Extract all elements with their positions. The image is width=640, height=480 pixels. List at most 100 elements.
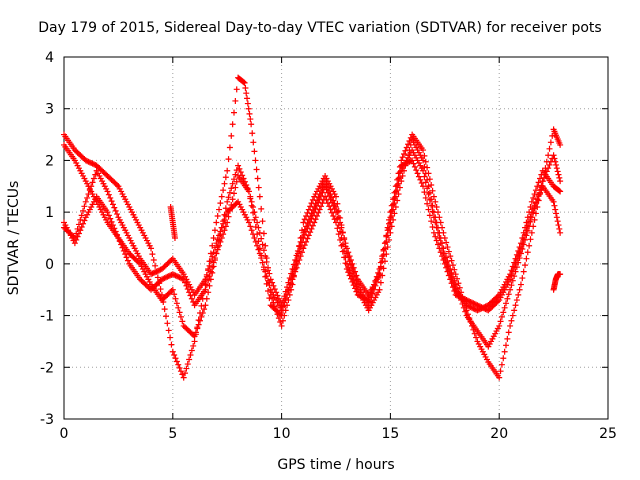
data-point: [297, 253, 304, 260]
data-point: [520, 236, 527, 243]
data-point: [498, 361, 505, 368]
data-point: [247, 193, 254, 200]
data-point: [235, 162, 242, 169]
data-point: [379, 253, 386, 260]
data-point: [392, 193, 399, 200]
data-point: [226, 189, 233, 196]
plot-frame: [63, 56, 609, 420]
data-point: [250, 209, 257, 216]
data-point: [512, 302, 519, 309]
data-point: [210, 259, 217, 266]
data-point: [463, 302, 470, 309]
data-point: [557, 178, 564, 185]
data-point: [80, 220, 87, 227]
data-point: [89, 160, 96, 167]
data-point: [118, 241, 125, 248]
data-point: [515, 253, 522, 260]
data-point: [551, 202, 558, 209]
data-point: [507, 276, 514, 283]
data-point: [233, 167, 240, 174]
data-point: [160, 275, 167, 282]
data-point: [258, 235, 265, 242]
data-point: [111, 225, 118, 232]
data-point: [460, 295, 467, 302]
data-point: [305, 232, 312, 239]
data-point: [383, 238, 390, 245]
data-point: [251, 148, 258, 155]
data-point: [250, 203, 257, 210]
data-point: [316, 206, 323, 213]
y-tick-label: 3: [45, 102, 54, 118]
data-point: [303, 223, 310, 230]
data-point: [473, 334, 480, 341]
data-point: [421, 163, 428, 170]
data-point: [296, 248, 303, 255]
data-point: [216, 206, 223, 213]
data-point: [441, 260, 448, 267]
data-point: [380, 246, 387, 253]
data-point: [474, 307, 481, 314]
data-point: [233, 178, 240, 185]
data-point: [300, 235, 307, 241]
data-point: [396, 169, 403, 176]
data-point: [334, 209, 341, 216]
data-point: [557, 188, 564, 195]
data-point: [209, 264, 216, 271]
data-point: [327, 206, 334, 213]
data-point: [388, 207, 395, 214]
data-point: [557, 271, 564, 278]
data-point: [440, 256, 447, 263]
data-point: [424, 200, 431, 207]
data-point: [315, 194, 322, 201]
data-point: [398, 157, 405, 164]
y-axis-label: SDTVAR / TECUs: [6, 180, 22, 296]
data-point: [402, 147, 409, 154]
data-point: [82, 157, 89, 164]
data-point: [388, 213, 395, 220]
data-point: [290, 272, 297, 279]
data-point: [335, 207, 342, 214]
data-point: [177, 275, 184, 282]
data-point: [469, 304, 475, 311]
data-point: [206, 262, 213, 269]
data-point: [149, 270, 156, 277]
data-point: [528, 229, 535, 236]
data-point: [352, 285, 359, 292]
data-point: [524, 227, 531, 234]
data-point: [428, 196, 435, 203]
data-point: [556, 174, 563, 181]
data-point: [324, 200, 331, 207]
data-point: [270, 282, 277, 289]
data-point: [293, 252, 300, 259]
data-point: [168, 341, 175, 348]
data-point: [169, 286, 176, 293]
data-point: [71, 235, 78, 241]
data-point: [535, 192, 542, 199]
data-point: [209, 253, 216, 260]
data-point: [248, 227, 255, 234]
x-tick-label: 0: [60, 426, 69, 442]
data-point: [358, 293, 365, 300]
data-point: [323, 181, 330, 188]
data-point: [511, 307, 518, 314]
data-point: [430, 214, 437, 221]
data-point: [437, 240, 444, 247]
data-point: [458, 294, 465, 301]
data-point: [509, 277, 516, 284]
data-point: [538, 186, 545, 193]
y-tick-label: -1: [40, 309, 54, 325]
data-point: [313, 197, 320, 204]
data-point: [383, 233, 390, 240]
data-point: [449, 284, 456, 291]
data-point: [395, 180, 402, 187]
data-point: [426, 212, 433, 219]
data-point: [422, 179, 429, 186]
data-point: [545, 152, 552, 159]
data-point: [553, 210, 560, 217]
data-point: [77, 216, 84, 223]
data-point: [254, 175, 261, 182]
data-point: [346, 253, 353, 260]
data-point: [426, 189, 433, 196]
data-point: [81, 217, 88, 224]
x-tick-label: 15: [381, 426, 399, 442]
